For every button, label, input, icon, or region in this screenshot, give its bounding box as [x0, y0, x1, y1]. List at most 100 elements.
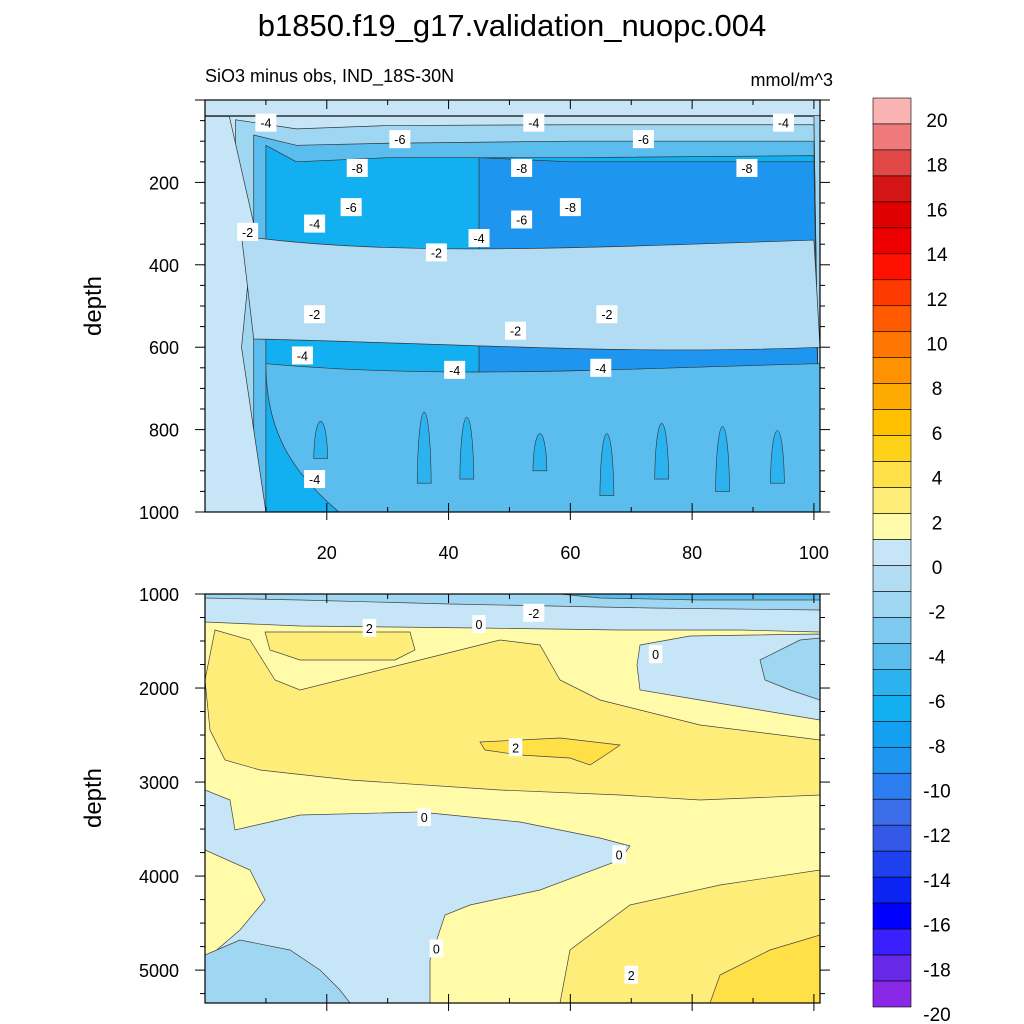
colorbar-swatch [872, 175, 912, 203]
colorbar-label: -10 [923, 782, 950, 803]
lower-contour-labels: 2 0 -2 0 2 0 0 0 2 [362, 603, 663, 984]
x-tick-label: 80 [682, 543, 702, 563]
colorbar-swatch [872, 409, 912, 436]
band-east-negative-2 [759, 637, 820, 701]
colorbar-label: -12 [923, 826, 950, 847]
colorbar-label: -14 [923, 871, 951, 892]
lower-contour-label-box [648, 645, 663, 664]
lower-axis-ticks: 1000 2 0 0 0 3000 4000 5000 [139, 585, 830, 1011]
lower-y-axis-label: depth [80, 768, 107, 828]
upper-contour-label-box [632, 130, 654, 149]
upper-contour-label: -6 [346, 201, 357, 215]
colorbar-swatch [872, 383, 912, 410]
colorbar-label: -4 [929, 647, 946, 668]
upper-contour-label-box [444, 360, 466, 379]
upper-contour-label: -4 [297, 349, 308, 363]
lower-contour-label: 0 [652, 648, 659, 662]
colorbar-swatch [872, 305, 912, 333]
upper-contour-label-box [389, 130, 411, 149]
upper-deep-spike [459, 416, 475, 480]
upper-contour-label-box [596, 305, 618, 324]
lower-contour-label: 2 [366, 622, 373, 636]
colorbar-swatch [872, 97, 912, 125]
upper-contour-label-box [523, 113, 545, 132]
colorbar-swatch [872, 149, 912, 177]
upper-panel: -4 -6 -4 -6 -4 -8 -8 -8 -6 -4 -8 -6 -4 -2 -2 -2 -2 -2 -4 -4… [80, 99, 830, 563]
lower-y-tick-label: 4000 [139, 867, 179, 887]
x-tick-label: 100 [799, 543, 829, 563]
colorbar-swatch [872, 331, 912, 359]
x-tick-label: 20 [317, 543, 337, 563]
upper-contour-label-box [291, 346, 313, 365]
colorbar-label: 2 [932, 513, 943, 534]
colorbar-label: 12 [926, 290, 947, 311]
upper-contour-label: -8 [741, 162, 752, 176]
band-upper-positive-2 [264, 631, 416, 661]
colorbar-label: 16 [926, 200, 947, 221]
lower-contour-label: 2 [628, 969, 635, 983]
upper-deep-spike [599, 433, 615, 496]
colorbar-label: 8 [932, 379, 943, 400]
upper-contour-label-box [237, 222, 259, 241]
upper-contour-label-box [304, 214, 326, 233]
colorbar-swatch [872, 253, 912, 281]
lower-contour-label-box [417, 807, 431, 826]
colorbar-swatch [872, 798, 912, 826]
upper-contour-label-box [425, 243, 447, 262]
upper-contour-label-box [511, 158, 533, 177]
upper-contour-label-box [346, 158, 368, 177]
upper-y-tick-label: 600 [149, 338, 179, 358]
upper-y-tick-label: 400 [149, 256, 179, 276]
lower-y-tick-label: 3000 [139, 773, 179, 793]
upper-contour-label: -4 [473, 232, 484, 246]
colorbar-label: 14 [926, 245, 948, 266]
lower-y-tick-label: 5000 [139, 961, 179, 981]
colorbar-label: -18 [923, 960, 950, 981]
upper-y-tick-label: 800 [149, 421, 179, 441]
lower-y-tick-label: 1000 [139, 585, 179, 605]
upper-contour-label-box [255, 113, 277, 132]
colorbar-label: 18 [926, 156, 947, 177]
upper-contour-label: -4 [260, 117, 271, 131]
colorbar-swatch [872, 824, 912, 852]
lower-contour-label: -2 [528, 607, 539, 621]
colorbar-label: 0 [932, 558, 943, 579]
colorbar-swatch [872, 123, 912, 151]
colorbar-swatch [872, 227, 912, 255]
upper-west-band [205, 116, 267, 512]
band-deep-negative [205, 789, 631, 1003]
upper-contour-label: -2 [309, 308, 320, 322]
colorbar-swatch [872, 669, 912, 696]
lower-contour-label: 0 [616, 848, 623, 862]
colorbar-swatch [872, 746, 912, 774]
upper-deep-spike [313, 421, 328, 459]
colorbar-swatch [872, 539, 912, 566]
colorbar-swatch [872, 695, 912, 722]
colorbar-swatch [872, 591, 912, 618]
upper-contour-label: -4 [309, 218, 320, 232]
colorbar-swatch [872, 357, 912, 384]
upper-contour-label: -4 [449, 364, 460, 378]
colorbar-swatch [872, 461, 912, 488]
lower-contour-label-box [624, 965, 638, 984]
lower-contour-label-box [612, 845, 626, 864]
colorbar-swatch [872, 201, 912, 229]
colorbar-swatch [872, 928, 912, 956]
upper-deep-spike [654, 423, 669, 480]
upper-contour-label: -4 [595, 362, 606, 376]
lower-contour-label-box [523, 603, 545, 622]
colorbar-label: 6 [932, 424, 943, 445]
lower-contour-label: 0 [421, 811, 428, 825]
upper-contour-label-box [304, 470, 326, 489]
chart-title: b1850.f19_g17.validation_nuopc.004 [258, 8, 767, 43]
colorbar-label: -6 [929, 692, 946, 713]
colorbar-swatch [872, 721, 912, 748]
colorbar-swatch [872, 617, 912, 644]
colorbar-swatch [872, 643, 912, 670]
upper-contour-label: -6 [394, 133, 405, 147]
colorbar-swatch [872, 565, 912, 592]
lower-contour-label: 0 [476, 618, 483, 632]
band-top-blue-edge [559, 594, 820, 601]
